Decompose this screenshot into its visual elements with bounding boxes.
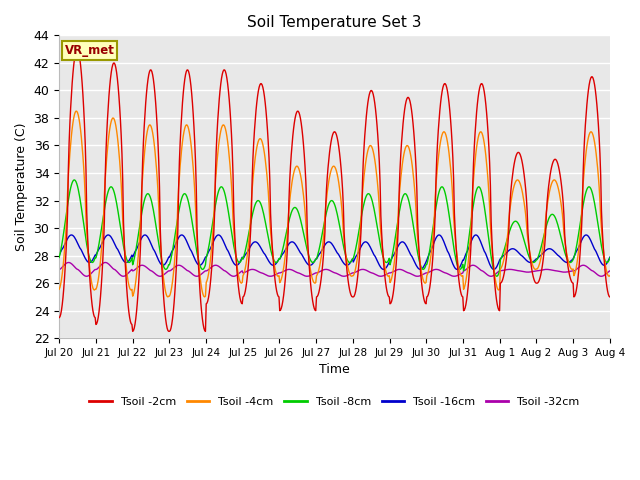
X-axis label: Time: Time [319,363,350,376]
Y-axis label: Soil Temperature (C): Soil Temperature (C) [15,122,28,251]
Legend: Tsoil -2cm, Tsoil -4cm, Tsoil -8cm, Tsoil -16cm, Tsoil -32cm: Tsoil -2cm, Tsoil -4cm, Tsoil -8cm, Tsoi… [85,392,584,411]
Text: VR_met: VR_met [65,45,115,58]
Title: Soil Temperature Set 3: Soil Temperature Set 3 [247,15,422,30]
